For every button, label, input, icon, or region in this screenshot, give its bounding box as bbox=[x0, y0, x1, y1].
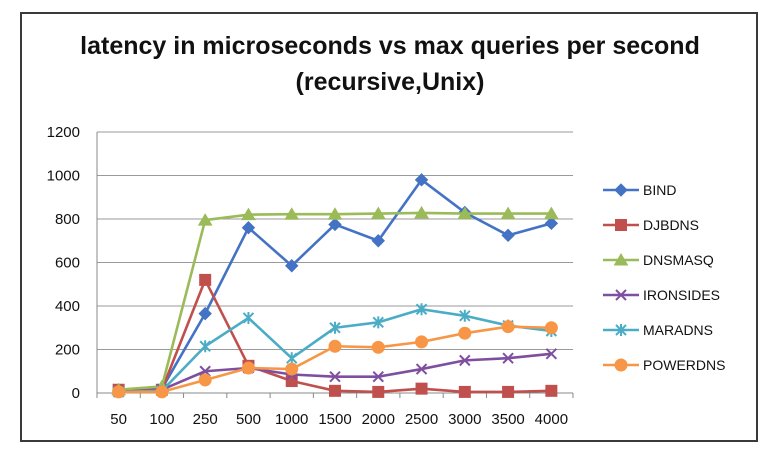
y-tick-label: 400 bbox=[55, 298, 80, 315]
data-point-djbdns bbox=[545, 384, 558, 397]
x-tick-label: 2000 bbox=[362, 411, 395, 428]
data-point-ironsides bbox=[545, 348, 558, 360]
data-point-powerdns bbox=[501, 320, 515, 334]
legend-marker-dnsmasq bbox=[613, 253, 629, 266]
legend-label: BIND bbox=[643, 182, 676, 198]
data-point-maradns bbox=[329, 321, 341, 334]
x-tick-label: 250 bbox=[193, 411, 218, 428]
data-point-ironsides bbox=[329, 370, 341, 383]
x-tick-label: 3000 bbox=[448, 411, 481, 428]
series-bind bbox=[111, 173, 559, 398]
data-point-dnsmasq bbox=[500, 206, 516, 220]
data-point-powerdns bbox=[112, 385, 126, 399]
data-point-dnsmasq bbox=[414, 205, 429, 219]
data-point-djbdns bbox=[329, 384, 341, 397]
y-tick-label: 1200 bbox=[47, 124, 80, 141]
data-point-maradns bbox=[459, 309, 471, 322]
legend-marker-maradns bbox=[615, 324, 627, 336]
y-tick-label: 600 bbox=[55, 255, 80, 272]
data-point-bind bbox=[544, 216, 559, 231]
chart-title: latency in microseconds vs max queries p… bbox=[40, 28, 740, 100]
data-point-dnsmasq bbox=[543, 206, 559, 220]
data-point-powerdns bbox=[328, 339, 342, 353]
x-tick-label: 2500 bbox=[405, 411, 438, 428]
data-point-maradns bbox=[415, 303, 428, 316]
x-tick-label: 3500 bbox=[491, 411, 524, 428]
data-point-powerdns bbox=[544, 321, 558, 335]
data-point-dnsmasq bbox=[197, 213, 213, 226]
data-point-powerdns bbox=[198, 373, 212, 387]
data-point-powerdns bbox=[155, 385, 169, 399]
legend-item-maradns: MARADNS bbox=[603, 322, 713, 338]
legend-label: DJBDNS bbox=[643, 217, 699, 233]
data-point-powerdns bbox=[285, 362, 299, 376]
legend-item-powerdns: POWERDNS bbox=[603, 357, 725, 373]
x-tick-label: 1000 bbox=[275, 411, 308, 428]
data-point-ironsides bbox=[372, 370, 384, 383]
series-lines bbox=[111, 173, 559, 399]
x-tick-label: 100 bbox=[149, 411, 174, 428]
data-point-ironsides bbox=[415, 363, 428, 375]
data-point-maradns bbox=[286, 352, 298, 365]
data-point-dnsmasq bbox=[241, 207, 256, 221]
data-point-bind bbox=[241, 220, 256, 235]
legend-item-ironsides: IRONSIDES bbox=[603, 287, 720, 303]
data-point-powerdns bbox=[458, 326, 472, 340]
data-point-maradns bbox=[199, 340, 211, 353]
legend-item-djbdns: DJBDNS bbox=[603, 217, 699, 233]
gridlines bbox=[97, 131, 573, 394]
legend-label: POWERDNS bbox=[643, 357, 725, 373]
data-point-maradns bbox=[242, 311, 255, 324]
chart-title-line-1: latency in microseconds vs max queries p… bbox=[80, 32, 700, 60]
data-point-djbdns bbox=[199, 273, 212, 286]
data-point-ironsides bbox=[459, 354, 471, 367]
data-point-bind bbox=[285, 259, 299, 273]
data-point-bind bbox=[371, 234, 385, 248]
data-point-powerdns bbox=[415, 335, 429, 349]
data-point-maradns bbox=[372, 316, 384, 329]
chart-title-line-2: (recursive,Unix) bbox=[295, 68, 485, 96]
data-point-dnsmasq bbox=[370, 206, 386, 220]
y-tick-label: 1000 bbox=[47, 168, 80, 185]
x-tick-label: 500 bbox=[236, 411, 261, 428]
data-point-powerdns bbox=[241, 361, 255, 375]
x-tick-label: 4000 bbox=[535, 411, 568, 428]
y-tick-label: 0 bbox=[72, 385, 80, 402]
axes: 0 200 400 600 800 1000 1200 50 100 250 500 1000 1500… bbox=[47, 124, 574, 428]
data-point-djbdns bbox=[502, 385, 515, 398]
legend-label: MARADNS bbox=[643, 322, 713, 338]
x-tick-label: 50 bbox=[110, 411, 127, 428]
data-point-bind bbox=[414, 173, 429, 187]
series-line-djbdns bbox=[118, 278, 552, 394]
legend-label: IRONSIDES bbox=[643, 287, 720, 303]
data-point-djbdns bbox=[415, 382, 428, 395]
legend-marker-bind bbox=[614, 183, 628, 197]
series-line-dnsmasq bbox=[118, 211, 552, 392]
data-point-powerdns bbox=[371, 340, 385, 354]
data-point-dnsmasq bbox=[457, 206, 473, 220]
data-point-djbdns bbox=[458, 385, 471, 398]
legend: BIND DJBDNS DNSMASQ IRONSIDES MARADNS POWERDN… bbox=[603, 182, 725, 373]
data-point-ironsides bbox=[502, 352, 514, 364]
legend-label: DNSMASQ bbox=[643, 252, 714, 268]
y-tick-label: 200 bbox=[55, 342, 80, 359]
x-tick-label: 1500 bbox=[318, 411, 351, 428]
data-point-dnsmasq bbox=[284, 207, 300, 220]
data-point-bind bbox=[198, 306, 212, 321]
data-point-bind bbox=[328, 217, 342, 232]
data-point-bind bbox=[501, 228, 515, 243]
series-dnsmasq bbox=[111, 205, 559, 396]
legend-item-bind: BIND bbox=[603, 182, 676, 198]
legend-item-dnsmasq: DNSMASQ bbox=[603, 252, 714, 268]
legend-marker-powerdns bbox=[614, 358, 628, 372]
y-tick-label: 800 bbox=[55, 211, 80, 228]
series-djbdns bbox=[112, 273, 558, 398]
legend-marker-djbdns bbox=[615, 219, 627, 231]
data-point-djbdns bbox=[372, 385, 385, 398]
series-powerdns bbox=[112, 320, 558, 399]
data-point-dnsmasq bbox=[327, 207, 343, 220]
legend-marker-ironsides bbox=[615, 289, 627, 301]
